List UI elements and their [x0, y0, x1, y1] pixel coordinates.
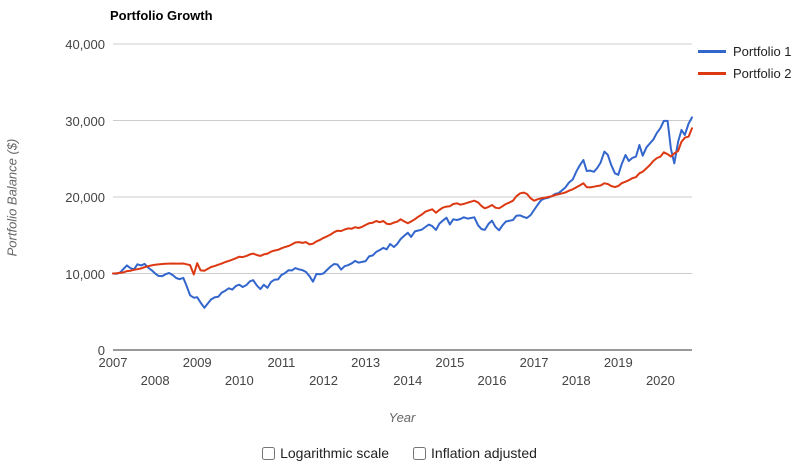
y-tick-label: 0 [97, 343, 105, 358]
x-tick-label: 2012 [309, 373, 338, 388]
legend-item-portfolio-1[interactable]: Portfolio 1 [698, 40, 792, 62]
x-tick-label: 2014 [393, 373, 423, 388]
x-tick-label: 2018 [561, 373, 591, 388]
x-tick-label: 2010 [224, 373, 254, 388]
y-tick-label: 10,000 [65, 266, 105, 282]
chart-options: Logarithmic scale Inflation adjusted [0, 445, 799, 461]
portfolio-1-line-swatch [698, 49, 726, 53]
logarithmic-scale-checkbox[interactable] [262, 446, 276, 460]
x-tick-label: 2015 [435, 355, 465, 370]
chart-title: Portfolio Growth [110, 8, 213, 23]
chart-legend: Portfolio 1 Portfolio 2 [698, 40, 792, 84]
logarithmic-scale-option[interactable]: Logarithmic scale [262, 445, 389, 461]
x-tick-label: 2016 [477, 373, 507, 388]
x-tick-label: 2009 [182, 355, 212, 370]
x-tick-label: 2007 [98, 355, 128, 370]
portfolio-1-line [112, 116, 693, 309]
inflation-adjusted-checkbox[interactable] [413, 446, 427, 460]
legend-label: Portfolio 2 [733, 65, 792, 81]
portfolio-2-line [112, 127, 693, 276]
legend-item-portfolio-2[interactable]: Portfolio 2 [698, 62, 792, 84]
x-tick-label: 2008 [140, 373, 170, 388]
y-tick-label: 20,000 [65, 190, 105, 205]
x-axis-title: Year [388, 410, 416, 425]
y-tick-label: 30,000 [65, 113, 105, 129]
y-tick-label: 40,000 [65, 37, 105, 52]
x-tick-label: 2013 [351, 355, 381, 370]
logarithmic-scale-label: Logarithmic scale [280, 445, 390, 461]
inflation-adjusted-option[interactable]: Inflation adjusted [413, 445, 537, 461]
inflation-adjusted-label: Inflation adjusted [431, 445, 537, 461]
x-tick-label: 2019 [603, 355, 633, 370]
x-tick-label: 2011 [267, 355, 296, 370]
legend-label: Portfolio 1 [733, 43, 792, 59]
x-tick-label: 2020 [645, 373, 675, 388]
y-axis-title: Portfolio Balance ($) [4, 138, 20, 257]
x-tick-label: 2017 [519, 355, 549, 370]
portfolio-2-line-swatch [698, 71, 726, 75]
